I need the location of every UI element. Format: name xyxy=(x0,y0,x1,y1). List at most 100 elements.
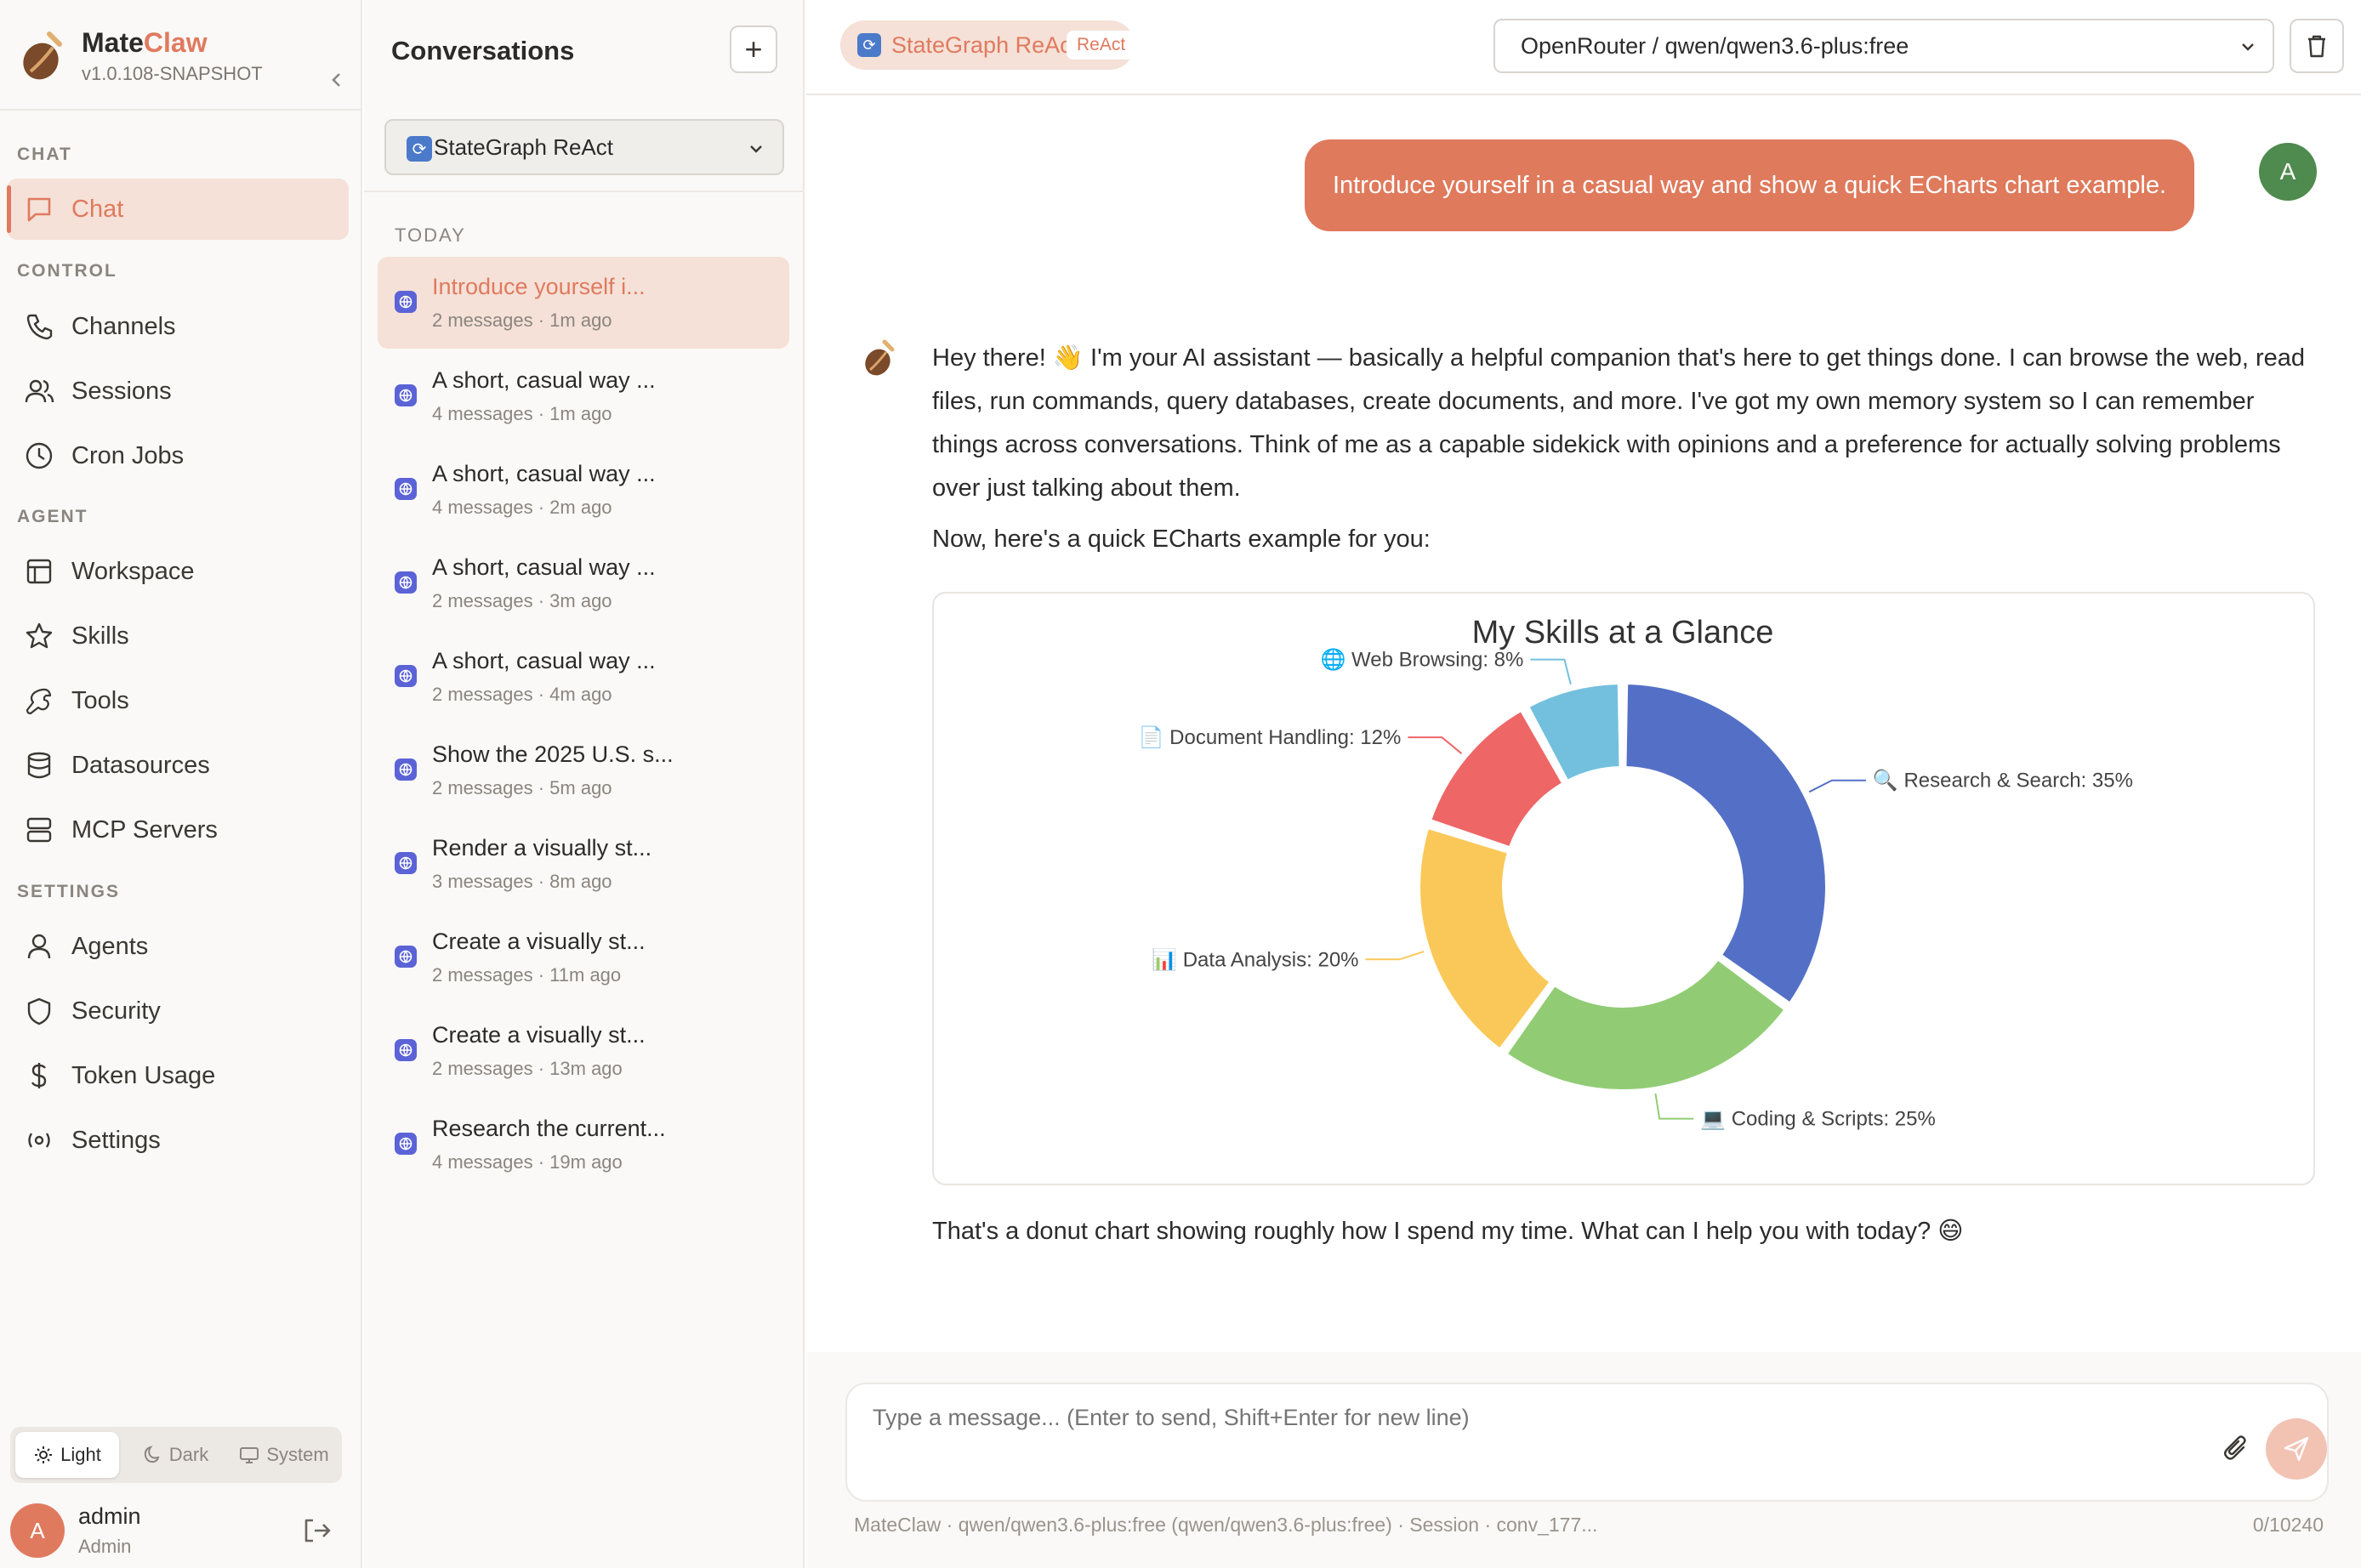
conversation-item[interactable]: A short, casual way ... 2 messages · 4m a… xyxy=(378,631,789,723)
new-conversation-button[interactable]: + xyxy=(730,26,777,73)
chat-main: ⟳ StateGraph ReAct ReAct OpenRouter / qw… xyxy=(806,0,2361,1568)
conversation-item[interactable]: Create a visually st... 2 messages · 13m … xyxy=(378,1005,789,1097)
assistant-message-paragraph: Hey there! 👋 I'm your AI assistant — bas… xyxy=(932,344,2306,502)
phone-icon xyxy=(26,314,53,340)
slice-label: 💻 Coding & Scripts: 25% xyxy=(1700,1108,1936,1131)
paperclip-icon[interactable] xyxy=(2220,1432,2254,1466)
model-select-value: OpenRouter / qwen/qwen3.6-plus:free xyxy=(1521,32,1909,59)
slice-label: 📄 Document Handling: 12% xyxy=(1139,725,1402,749)
users-icon xyxy=(25,379,54,403)
conversation-title: Show the 2025 U.S. s... xyxy=(432,741,674,767)
sidebar-item-security[interactable]: Security xyxy=(7,980,349,1042)
sidebar-item-label: Cron Jobs xyxy=(71,442,185,469)
sidebar-item-label: MCP Servers xyxy=(71,816,218,844)
conversation-item[interactable]: Show the 2025 U.S. s... 2 messages · 5m a… xyxy=(378,724,789,816)
brand[interactable]: MateClaw v1.0.108-SNAPSHOT xyxy=(15,26,347,90)
sidebar-item-cron-jobs[interactable]: Cron Jobs xyxy=(7,425,349,486)
theme-dark-button[interactable]: Dark xyxy=(128,1432,223,1478)
user-profile[interactable]: A admin Admin xyxy=(10,1500,350,1561)
message-input[interactable] xyxy=(873,1405,2148,1431)
sidebar-item-skills[interactable]: Skills xyxy=(7,605,349,667)
conversation-meta: 2 messages · 11m ago xyxy=(432,964,622,986)
conversation-title: A short, casual way ... xyxy=(432,461,656,486)
sidebar-item-datasources[interactable]: Datasources xyxy=(7,735,349,796)
sidebar-item-label: Security xyxy=(71,997,161,1025)
sidebar-item-channels[interactable]: Channels xyxy=(7,296,349,357)
globe-icon xyxy=(395,571,417,594)
sidebar-item-mcp-servers[interactable]: MCP Servers xyxy=(7,799,349,861)
logout-icon[interactable] xyxy=(299,1514,333,1548)
globe-icon xyxy=(395,478,417,500)
conversation-item[interactable]: A short, casual way ... 4 messages · 2m a… xyxy=(378,444,789,536)
slice-label: 📊 Data Analysis: 20% xyxy=(1152,947,1358,971)
sidebar-item-sessions[interactable]: Sessions xyxy=(7,361,349,422)
conversation-meta: 2 messages · 3m ago xyxy=(432,590,612,611)
pie-slice[interactable] xyxy=(1504,957,1788,1093)
user-avatar: A xyxy=(2259,143,2317,201)
sidebar-item-settings[interactable]: Settings xyxy=(7,1110,349,1171)
pie-slice[interactable] xyxy=(1428,707,1566,850)
conversation-item[interactable]: A short, casual way ... 4 messages · 1m a… xyxy=(378,350,789,442)
dollar-icon xyxy=(31,1063,47,1088)
section-label-agent: AGENT xyxy=(17,507,88,526)
shield-icon xyxy=(27,997,51,1025)
assistant-avatar-icon xyxy=(865,339,895,376)
group-label-today: TODAY xyxy=(395,224,466,246)
label-leader-line xyxy=(1408,736,1463,754)
chat-topbar: ⟳ StateGraph ReAct ReAct OpenRouter / qw… xyxy=(806,0,2361,95)
moon-icon xyxy=(144,1446,160,1463)
agent-select[interactable]: ⟳ StateGraph ReAct xyxy=(384,119,784,175)
pie-slice[interactable] xyxy=(1526,681,1623,784)
sidebar-item-chat[interactable]: Chat xyxy=(7,179,349,240)
char-counter: 0/10240 xyxy=(2252,1514,2324,1536)
pie-slice[interactable] xyxy=(1417,825,1553,1052)
conversation-item[interactable]: Create a visually st... 2 messages · 11m … xyxy=(378,912,789,1003)
session-info: MateClaw · qwen/qwen3.6-plus:free (qwen/… xyxy=(854,1514,1598,1536)
globe-icon xyxy=(395,1039,417,1061)
conversation-item[interactable]: A short, casual way ... 2 messages · 3m a… xyxy=(378,537,789,629)
collapse-sidebar-button[interactable] xyxy=(320,63,354,97)
app-name: MateClaw xyxy=(82,27,208,58)
user-name: admin xyxy=(78,1503,141,1529)
model-select[interactable]: OpenRouter / qwen/qwen3.6-plus:free xyxy=(1493,19,2274,73)
trash-icon xyxy=(2308,35,2325,58)
sidebar-item-label: Agents xyxy=(71,933,149,960)
conversation-title: Introduce yourself i... xyxy=(432,274,646,299)
sidebar-item-label: Token Usage xyxy=(71,1062,216,1089)
label-leader-line xyxy=(1365,951,1425,961)
conversation-item[interactable]: Introduce yourself i... 2 messages · 1m a… xyxy=(378,257,789,349)
theme-system-button[interactable]: System xyxy=(230,1432,339,1478)
agent-chip[interactable]: ⟳ StateGraph ReAct ReAct xyxy=(840,20,1136,70)
section-label-control: CONTROL xyxy=(17,261,117,281)
logo-icon xyxy=(23,31,62,80)
agent-type-badge: ReAct xyxy=(1067,31,1136,60)
conversation-title: Research the current... xyxy=(432,1116,666,1141)
globe-icon xyxy=(395,758,417,781)
sidebar-item-workspace[interactable]: Workspace xyxy=(7,541,349,602)
delete-conversation-button[interactable] xyxy=(2290,19,2344,73)
sidebar-item-token-usage[interactable]: Token Usage xyxy=(7,1045,349,1106)
wrench-icon xyxy=(26,688,52,715)
database-icon xyxy=(27,752,51,779)
user-icon xyxy=(27,934,51,959)
sidebar-item-label: Skills xyxy=(71,622,129,650)
sidebar-item-agents[interactable]: Agents xyxy=(7,916,349,977)
pie-slice[interactable] xyxy=(1623,681,1829,1006)
theme-light-button[interactable]: Light xyxy=(15,1432,119,1478)
section-label-chat: CHAT xyxy=(17,145,72,164)
divider xyxy=(0,109,361,111)
sidebar-item-label: Channels xyxy=(71,313,176,340)
composer xyxy=(845,1383,2329,1502)
label-leader-line xyxy=(1530,658,1572,685)
conversation-item[interactable]: Render a visually st... 3 messages · 8m a… xyxy=(378,818,789,910)
send-button[interactable] xyxy=(2266,1418,2327,1480)
conversation-title: A short, casual way ... xyxy=(432,367,656,393)
agent-select-value: StateGraph ReAct xyxy=(434,134,613,160)
refresh-icon: ⟳ xyxy=(407,136,432,162)
conversations-title: Conversations xyxy=(391,36,575,65)
sidebar-item-tools[interactable]: Tools xyxy=(7,670,349,731)
sidebar-item-label: Datasources xyxy=(71,752,210,779)
slice-label: 🌐 Web Browsing: 8% xyxy=(1320,648,1523,672)
conversation-item[interactable]: Research the current... 4 messages · 19m … xyxy=(378,1099,789,1190)
chat-bubble-icon xyxy=(27,197,51,222)
